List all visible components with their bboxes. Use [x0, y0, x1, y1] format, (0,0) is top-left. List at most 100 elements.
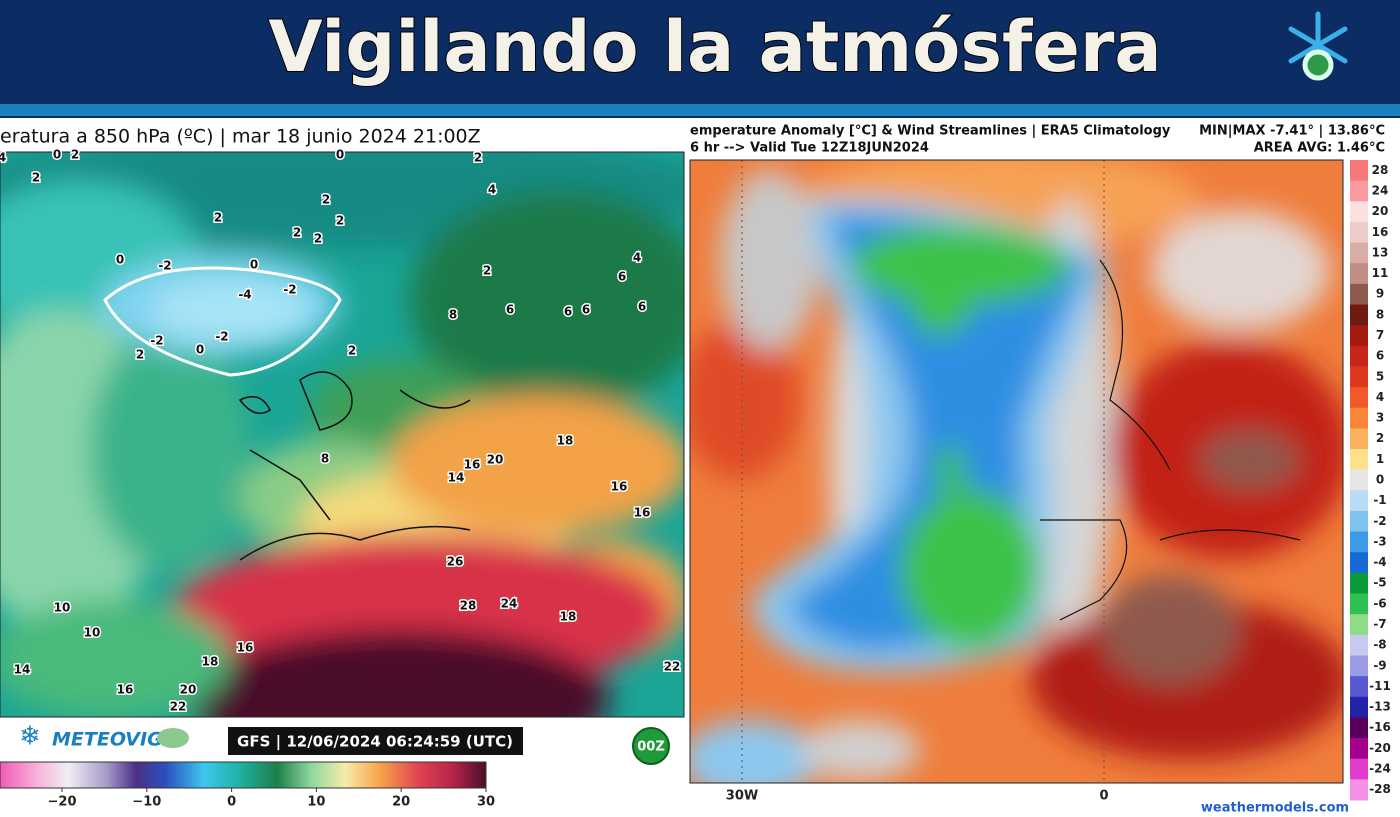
colorbar-label: 24 [1372, 183, 1389, 197]
run-info-box [228, 727, 523, 755]
colorbar-label: -16 [1369, 720, 1391, 734]
colorbar-swatch [1350, 366, 1368, 388]
contour-label: 6 [582, 303, 590, 317]
min-max: MIN|MAX -7.41° | 13.86°C [1199, 124, 1385, 139]
contour-label: 28 [460, 599, 477, 613]
run-info: GFS | 12/06/2024 06:24:59 (UTC) [237, 733, 513, 752]
colorbar-swatch [1350, 676, 1368, 698]
contour-label: 8 [321, 452, 329, 466]
colorbar-swatch [1350, 490, 1368, 512]
colorbar-swatch [1350, 634, 1368, 656]
brand-logo: ❄ METEOVIGO [19, 722, 189, 752]
contour-label: 24 [501, 597, 518, 611]
area-avg: AREA AVG: 1.46°C [1254, 141, 1385, 156]
contour-label: 10 [84, 626, 101, 640]
left-map-title: eratura a 850 hPa (ºC) | mar 18 junio 20… [0, 126, 481, 148]
contour-label: 16 [237, 641, 254, 655]
contour-label: 8 [449, 308, 457, 322]
contour-label: 4 [0, 151, 6, 165]
colorbar-swatch [1350, 263, 1368, 285]
colorbar-label: 13 [1372, 245, 1389, 259]
colorbar-label: 16 [1372, 225, 1389, 239]
colorbar-label: 6 [1376, 349, 1384, 363]
contour-label: 14 [14, 663, 31, 677]
contour-label: 0 [336, 148, 344, 162]
contour-label: -2 [158, 259, 171, 273]
colorbar-label: -5 [1373, 576, 1386, 590]
contour-label: 0 [250, 258, 258, 272]
colorbar-swatch [1350, 779, 1368, 801]
left-colorbar-ticks: −20 −10 0 10 20 30 [48, 788, 495, 810]
colorbar-swatch [1350, 738, 1368, 760]
colorbar-label: -9 [1373, 658, 1386, 672]
colorbar-swatch [1350, 510, 1368, 533]
x-axis-label: 0 [1099, 789, 1108, 804]
contour-label: 2 [336, 214, 344, 228]
contour-label: 2 [214, 211, 222, 225]
contour-label: 26 [447, 555, 464, 569]
contour-label: 16 [634, 506, 651, 520]
contour-label: 0 [196, 343, 204, 357]
colorbar-tick-label: 0 [227, 795, 236, 810]
colorbar-swatch [1350, 449, 1368, 471]
colorbar-tick-label: −20 [48, 795, 77, 810]
colorbar-swatch [1350, 221, 1368, 244]
right-map-subtitle: 6 hr --> Valid Tue 12Z18JUN2024 [690, 141, 929, 156]
colorbar-label: -28 [1369, 782, 1391, 796]
colorbar-label: -3 [1373, 534, 1386, 548]
contour-label: 2 [322, 193, 330, 207]
contour-label: -4 [238, 288, 251, 302]
colorbar-tick-label: −10 [132, 795, 161, 810]
contour-label: -2 [215, 330, 228, 344]
contour-label: 0 [116, 253, 124, 267]
colorbar-swatch [1350, 407, 1368, 429]
contour-label: 16 [611, 480, 628, 494]
colorbar-swatch [1350, 180, 1368, 202]
right-map [690, 160, 1343, 783]
brand-name: METEOVIGO [52, 729, 179, 751]
colorbar-label: -7 [1373, 617, 1386, 631]
colorbar-swatch [1350, 655, 1368, 677]
right-colorbar: 28 24 20 16 13 11 9 8 7 6 5 4 3 2 1 0 -1 -2 -3 -4 -5 -6 -7 -8 -9… [1350, 160, 1391, 801]
colorbar-label: -1 [1373, 493, 1386, 507]
colorbar-swatch [1350, 201, 1368, 223]
contour-label: 2 [293, 226, 301, 240]
colorbar-label: 4 [1376, 390, 1384, 404]
colorbar-label: -11 [1369, 679, 1391, 693]
colorbar-label: -2 [1373, 514, 1386, 528]
colorbar-label: 5 [1376, 369, 1384, 383]
header-stripe [0, 104, 1400, 116]
colorbar-label: -4 [1373, 555, 1386, 569]
colorbar-swatch [1350, 283, 1368, 306]
colorbar-swatch [1350, 304, 1368, 326]
colorbar-swatch [1350, 469, 1368, 491]
right-map-frame [689, 159, 1344, 784]
colorbar-swatch [1350, 572, 1368, 595]
contour-label: 20 [487, 453, 504, 467]
colorbar-swatch [1350, 242, 1368, 264]
contour-label: 10 [54, 601, 71, 615]
colorbar-swatch [1350, 717, 1368, 739]
header-line [0, 116, 1400, 118]
colorbar-label: 11 [1372, 266, 1389, 280]
contour-label: 2 [483, 264, 491, 278]
colorbar-swatch [1350, 593, 1368, 615]
colorbar-tick-label: 10 [307, 795, 325, 810]
contour-label: 2 [314, 232, 322, 246]
logo-icon [1288, 11, 1348, 81]
contour-label: 2 [474, 151, 482, 165]
colorbar-label: -24 [1369, 762, 1391, 776]
contour-label: 16 [117, 683, 134, 697]
cycle-badge [632, 727, 670, 765]
contour-label: 6 [618, 270, 626, 284]
contour-label: 18 [202, 655, 219, 669]
colorbar-tick-label: 30 [477, 795, 495, 810]
colorbar-label: 2 [1376, 431, 1384, 445]
colorbar-swatch [1350, 758, 1368, 780]
colorbar-label: 9 [1376, 287, 1384, 301]
x-axis-label: 30W [726, 789, 758, 804]
right-map-title: emperature Anomaly [°C] & Wind Streamlin… [690, 124, 1171, 139]
contour-label: 2 [32, 171, 40, 185]
